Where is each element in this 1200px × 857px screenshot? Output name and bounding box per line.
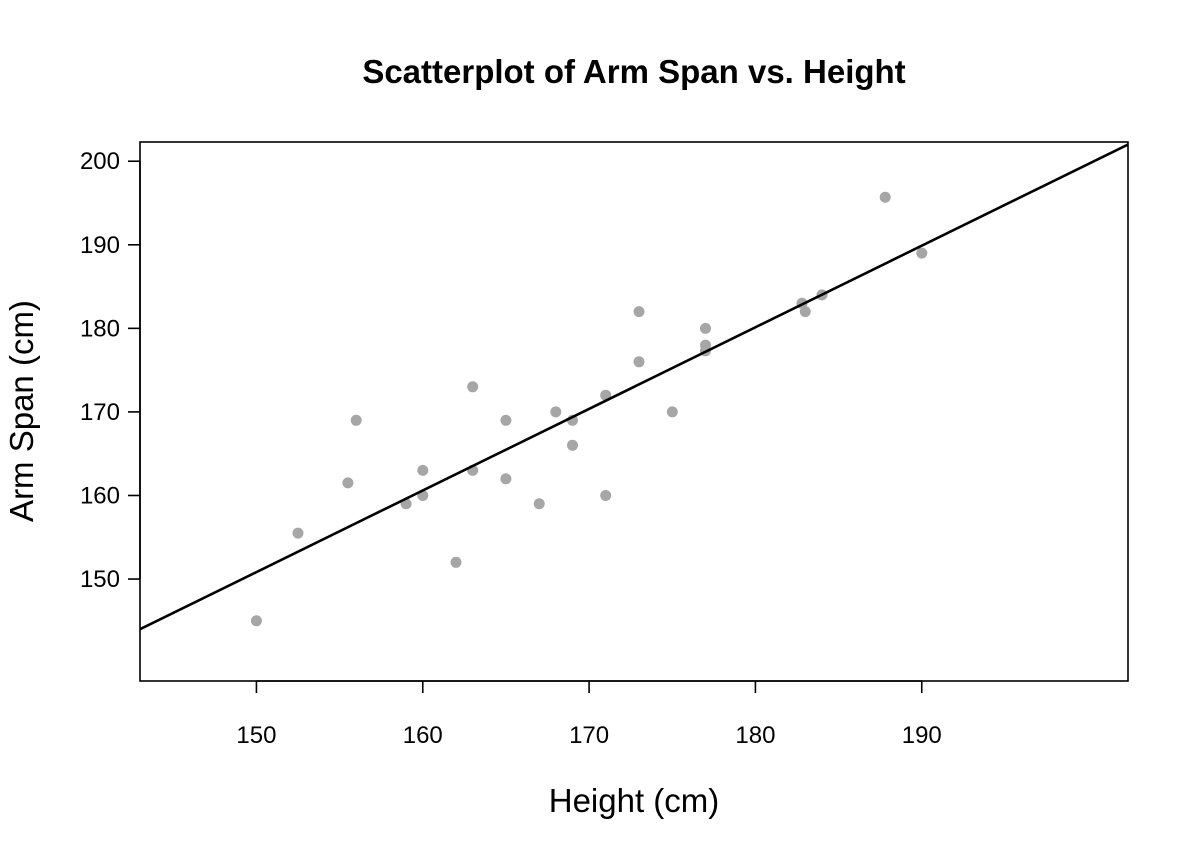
data-point <box>879 191 891 203</box>
plot-frame <box>139 141 1129 682</box>
data-point <box>633 306 645 318</box>
x-tick-label: 190 <box>902 722 942 749</box>
y-tick-label: 180 <box>80 315 120 342</box>
y-tick-label: 200 <box>80 148 120 175</box>
y-tick-label: 160 <box>80 482 120 509</box>
data-point <box>600 490 612 501</box>
data-point <box>700 322 711 334</box>
x-tick-label: 180 <box>735 722 775 749</box>
x-tick-label: 170 <box>569 722 609 749</box>
data-point <box>292 527 304 539</box>
data-point <box>550 406 562 418</box>
data-point <box>417 464 429 476</box>
data-point <box>342 477 354 489</box>
data-point <box>567 439 578 451</box>
data-point <box>633 356 645 368</box>
data-point <box>467 381 479 393</box>
data-point <box>666 406 678 418</box>
y-tick-label: 170 <box>80 399 120 426</box>
data-point <box>450 556 462 568</box>
data-point <box>500 414 512 426</box>
data-point <box>250 615 262 627</box>
regression-line <box>140 143 1128 631</box>
axes: 150 160 170 180 190 150 160 170 180 190 200 <box>80 141 1129 749</box>
y-tick-label: 150 <box>80 566 120 593</box>
data-point <box>916 247 928 259</box>
y-tick-label: 190 <box>80 232 120 259</box>
x-tick-label: 160 <box>403 722 443 749</box>
data-point <box>799 306 811 318</box>
x-axis-label: Height (cm) <box>549 782 720 819</box>
x-tick-label: 150 <box>236 722 276 749</box>
data-point <box>533 498 545 510</box>
data-point <box>500 473 512 485</box>
y-axis-label: Arm Span (cm) <box>3 300 40 522</box>
plot-area <box>140 143 1128 631</box>
data-point <box>350 414 362 426</box>
chart-title: Scatterplot of Arm Span vs. Height <box>362 53 905 90</box>
